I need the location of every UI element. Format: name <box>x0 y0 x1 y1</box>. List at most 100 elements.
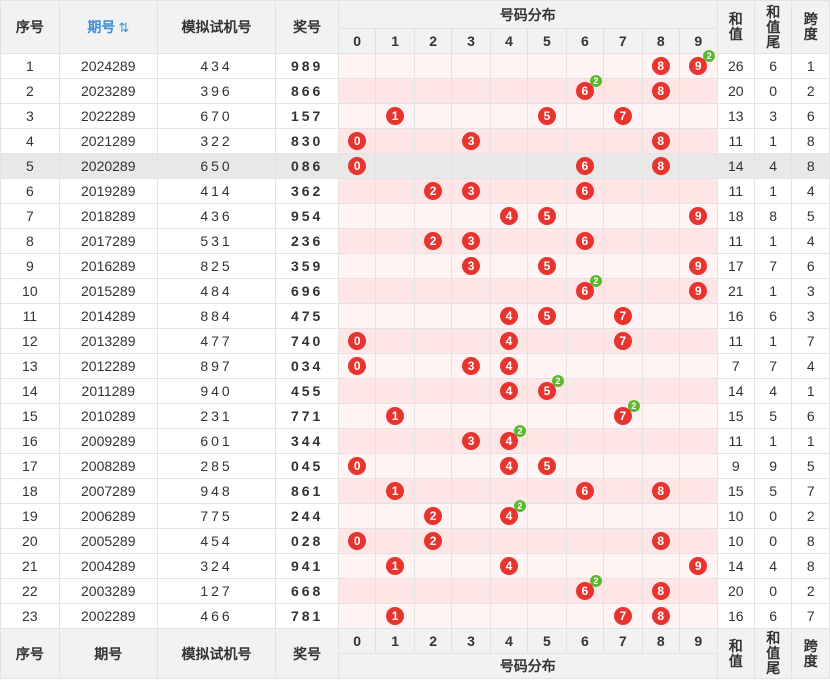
dist-cell-5: 5 <box>527 103 567 129</box>
digit-footer-0: 0 <box>337 628 377 654</box>
dist-cell-3: 3 <box>451 178 491 204</box>
sim-cell: 285 <box>156 453 277 479</box>
seq-cell: 4 <box>0 128 60 154</box>
table-row[interactable]: 17 2008289 285 045 0 4 5 9 9 5 <box>0 453 830 479</box>
prize-cell: 475 <box>275 303 339 329</box>
table-row[interactable]: 20 2005289 454 028 0 2 8 10 0 8 <box>0 528 830 554</box>
seq-cell: 17 <box>0 453 60 479</box>
dist-cell-1 <box>375 178 415 204</box>
dist-cell-1 <box>375 528 415 554</box>
period-footer: 期号 <box>58 628 158 679</box>
number-ball: 8 <box>651 582 670 601</box>
sum-tail-cell: 1 <box>753 228 793 254</box>
dist-cell-6 <box>565 103 605 129</box>
number-ball: 8 <box>651 132 670 151</box>
table-row[interactable]: 1 2024289 434 989 8 9 2 26 6 1 <box>0 50 830 79</box>
table-row[interactable]: 9 2016289 825 359 3 5 9 17 7 6 <box>0 253 830 279</box>
span-cell: 4 <box>791 178 830 204</box>
period-cell: 2013289 <box>58 328 158 354</box>
number-ball: 7 <box>613 107 632 126</box>
dist-cell-0 <box>337 228 377 254</box>
period-cell: 2014289 <box>58 303 158 329</box>
number-ball: 3 <box>462 132 481 151</box>
table-row[interactable]: 14 2011289 940 455 4 5 2 14 4 1 <box>0 375 830 404</box>
table-row[interactable]: 12 2013289 477 740 0 4 7 11 1 7 <box>0 328 830 354</box>
digit-header-3: 3 <box>451 28 491 54</box>
dist-cell-1 <box>375 503 415 529</box>
dist-cell-5 <box>527 178 567 204</box>
dist-cell-3 <box>451 303 491 329</box>
dist-cell-9 <box>678 78 718 104</box>
table-row[interactable]: 7 2018289 436 954 4 5 9 18 8 5 <box>0 203 830 229</box>
sum-tail-footer: 和值尾 <box>753 628 793 679</box>
dist-cell-9: 9 <box>678 203 718 229</box>
dist-cell-8 <box>641 403 680 429</box>
table-row[interactable]: 16 2009289 601 344 3 4 2 11 1 1 <box>0 425 830 454</box>
period-cell: 2006289 <box>58 503 158 529</box>
dist-cell-3 <box>451 578 491 604</box>
table-row[interactable]: 18 2007289 948 861 1 6 8 15 5 7 <box>0 478 830 504</box>
table-row[interactable]: 23 2002289 466 781 1 7 8 16 6 7 <box>0 603 830 629</box>
sum-cell: 26 <box>716 53 755 79</box>
table-row[interactable]: 22 2003289 127 668 6 2 8 20 0 2 <box>0 575 830 604</box>
seq-cell: 20 <box>0 528 60 554</box>
seq-footer: 序号 <box>0 628 60 679</box>
span-cell: 8 <box>791 553 830 579</box>
prize-cell: 771 <box>275 403 339 429</box>
table-row[interactable]: 19 2006289 775 244 2 4 2 10 0 2 <box>0 500 830 529</box>
sort-icon[interactable]: ⇅ <box>118 20 130 35</box>
period-header-sortable[interactable]: 期号 ⇅ <box>58 0 158 54</box>
table-row[interactable]: 21 2004289 324 941 1 4 9 14 4 8 <box>0 553 830 579</box>
digit-header-7: 7 <box>603 28 643 54</box>
dist-cell-2: 2 <box>413 178 453 204</box>
dist-cell-4: 4 <box>489 353 529 379</box>
dist-cell-6 <box>565 253 605 279</box>
number-ball: 6 <box>575 232 594 251</box>
table-row[interactable]: 10 2015289 484 696 6 2 9 21 1 3 <box>0 275 830 304</box>
seq-cell: 23 <box>0 603 60 629</box>
table-row[interactable]: 5 2020289 650 086 0 6 8 14 4 8 <box>0 153 830 179</box>
dist-cell-4 <box>489 178 529 204</box>
dist-cell-2 <box>413 553 453 579</box>
dist-cell-5 <box>527 128 567 154</box>
dist-cell-3 <box>451 453 491 479</box>
table-row[interactable]: 6 2019289 414 362 2 3 6 11 1 4 <box>0 178 830 204</box>
number-ball: 4 <box>499 357 518 376</box>
period-cell: 2019289 <box>58 178 158 204</box>
table-row[interactable]: 11 2014289 884 475 4 5 7 16 6 3 <box>0 303 830 329</box>
period-cell: 2011289 <box>58 378 158 404</box>
seq-cell: 1 <box>0 53 60 79</box>
sim-cell: 414 <box>156 178 277 204</box>
prize-cell: 866 <box>275 78 339 104</box>
dist-cell-6 <box>565 553 605 579</box>
dist-cell-4: 4 <box>489 553 529 579</box>
sim-cell: 531 <box>156 228 277 254</box>
dist-cell-8 <box>641 453 680 479</box>
table-row[interactable]: 13 2012289 897 034 0 3 4 7 7 4 <box>0 353 830 379</box>
number-ball: 2 <box>424 507 443 526</box>
span-cell: 6 <box>791 253 830 279</box>
dist-cell-7 <box>603 453 643 479</box>
prize-cell: 157 <box>275 103 339 129</box>
table-row[interactable]: 3 2022289 670 157 1 5 7 13 3 6 <box>0 103 830 129</box>
seq-cell: 22 <box>0 578 60 604</box>
sum-cell: 20 <box>716 578 755 604</box>
table-row[interactable]: 4 2021289 322 830 0 3 8 11 1 8 <box>0 128 830 154</box>
dist-cell-4 <box>489 53 529 79</box>
prize-cell: 244 <box>275 503 339 529</box>
table-row[interactable]: 8 2017289 531 236 2 3 6 11 1 4 <box>0 228 830 254</box>
table-row[interactable]: 2 2023289 396 866 6 2 8 20 0 2 <box>0 75 830 104</box>
prize-cell: 034 <box>275 353 339 379</box>
span-cell: 6 <box>791 403 830 429</box>
dist-cell-0: 0 <box>337 528 377 554</box>
dist-cell-4 <box>489 578 529 604</box>
prize-cell: 696 <box>275 278 339 304</box>
sum-cell: 7 <box>716 353 755 379</box>
period-cell: 2003289 <box>58 578 158 604</box>
repeat-count-badge: 2 <box>703 50 716 63</box>
dist-cell-6 <box>565 353 605 379</box>
table-row[interactable]: 15 2010289 231 771 1 7 2 15 5 6 <box>0 400 830 429</box>
dist-cell-4: 4 <box>489 303 529 329</box>
